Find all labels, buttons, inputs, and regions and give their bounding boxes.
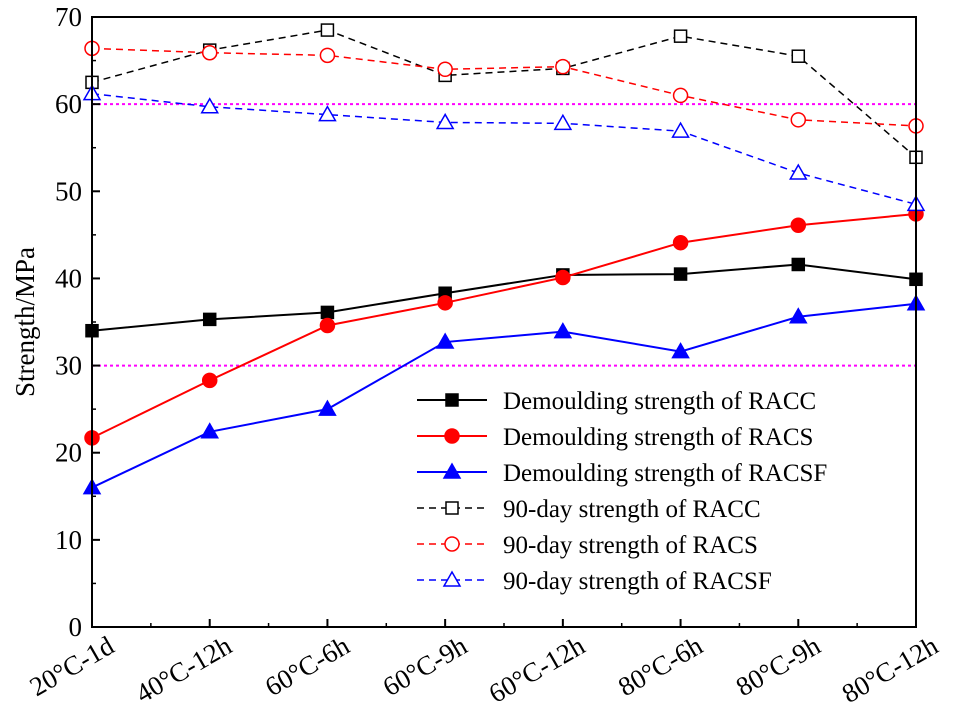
y-tick-label: 20	[55, 438, 82, 468]
legend: Demoulding strength of RACC Demoulding st…	[417, 388, 827, 595]
data-point	[671, 342, 690, 359]
data-point	[318, 105, 337, 122]
data-point	[200, 97, 220, 114]
series-line	[91, 29, 917, 158]
reference-lines	[92, 103, 916, 367]
data-point	[319, 47, 336, 64]
series-line	[91, 212, 917, 439]
data-point	[672, 87, 689, 104]
series-5	[84, 40, 924, 134]
data-point	[673, 29, 688, 43]
data-point	[790, 217, 807, 234]
legend-item-5: 90-day strength of RACS	[417, 532, 758, 559]
data-point	[555, 269, 571, 286]
legend-marker	[442, 570, 462, 587]
data-point	[319, 317, 336, 334]
data-point	[435, 332, 455, 349]
series-1	[85, 257, 923, 338]
series-2	[84, 206, 924, 446]
series-line	[91, 92, 917, 206]
data-point	[788, 307, 808, 324]
y-tick-label: 30	[55, 351, 82, 381]
y-tick-label: 50	[55, 176, 82, 206]
legend-marker	[445, 393, 459, 407]
x-tick-label: 60°C-12h	[484, 630, 591, 709]
legend-item-1: Demoulding strength of RACC	[417, 388, 816, 415]
series-line	[91, 302, 917, 489]
data-point	[200, 422, 220, 439]
y-tick-label: 0	[69, 612, 83, 642]
x-tick-label: 80°C-12h	[837, 630, 944, 709]
legend-marker	[444, 428, 460, 444]
data-point	[672, 234, 689, 251]
data-point	[791, 49, 806, 63]
y-tick-label: 10	[55, 525, 82, 555]
data-point	[791, 257, 806, 272]
data-point	[320, 23, 335, 37]
data-point	[437, 295, 453, 311]
y-tick-label: 40	[55, 263, 82, 293]
data-point	[435, 112, 455, 130]
data-point	[318, 399, 337, 416]
series-line	[91, 47, 917, 127]
y-axis-title: Strength/MPa	[10, 247, 40, 397]
data-point	[201, 372, 218, 389]
legend-item-3: Demoulding strength of RACSF	[417, 460, 827, 487]
series-3	[82, 294, 926, 495]
legend-label: 90-day strength of RACC	[503, 496, 761, 523]
x-tick-label: 60°C-9h	[378, 630, 473, 702]
data-point	[671, 121, 690, 138]
series-line	[91, 263, 917, 332]
legend-label: Demoulding strength of RACS	[503, 424, 813, 451]
series-4	[85, 23, 923, 165]
data-point	[673, 267, 688, 281]
x-tick-label: 80°C-6h	[613, 630, 708, 702]
legend-label: Demoulding strength of RACSF	[503, 460, 827, 487]
legend-marker	[445, 501, 459, 515]
x-tick-label: 40°C-12h	[131, 630, 238, 709]
legend-item-6: 90-day strength of RACSF	[417, 568, 772, 595]
data-point	[553, 113, 573, 131]
data-point	[555, 58, 571, 75]
legend-label: 90-day strength of RACS	[503, 532, 758, 559]
legend-label: 90-day strength of RACSF	[503, 568, 772, 595]
legend-marker	[444, 536, 460, 552]
data-point	[553, 322, 573, 339]
data-point	[320, 305, 335, 320]
data-point	[201, 44, 218, 61]
data-point	[788, 163, 808, 180]
legend-marker	[442, 462, 462, 479]
y-tick-label: 70	[55, 2, 82, 32]
data-point	[437, 61, 453, 78]
legend-item-2: Demoulding strength of RACS	[417, 424, 813, 451]
x-tick-label: 80°C-9h	[731, 630, 826, 702]
x-tick-label: 60°C-6h	[260, 630, 355, 702]
y-tick-label: 60	[55, 89, 82, 119]
series-6	[82, 84, 926, 212]
legend-label: Demoulding strength of RACC	[503, 388, 816, 415]
data-point	[790, 112, 807, 128]
legend-item-4: 90-day strength of RACC	[417, 496, 761, 523]
data-point	[202, 312, 217, 327]
